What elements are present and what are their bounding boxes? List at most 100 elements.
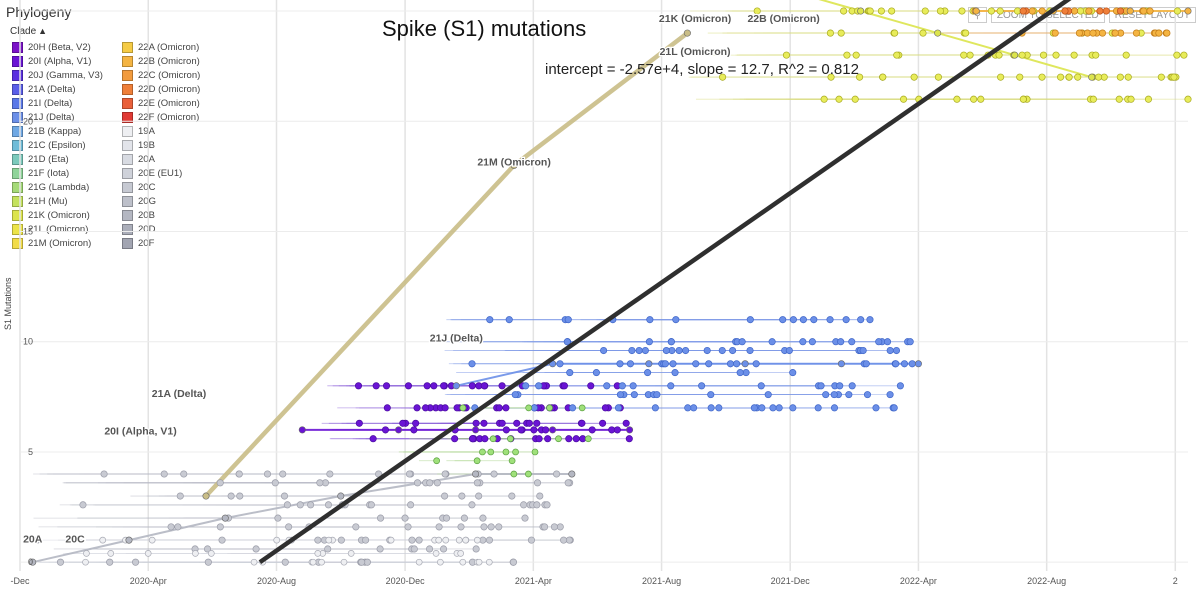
branch-label: 21A (Delta): [152, 388, 206, 400]
legend-item[interactable]: 20D: [122, 222, 155, 236]
tip-point: [560, 536, 568, 544]
tip-point: [314, 550, 322, 557]
legend-item[interactable]: 22F (Omicron): [122, 110, 199, 124]
clade-toggle[interactable]: Clade ▲: [10, 26, 47, 37]
series-point: [298, 426, 306, 434]
tip-point: [626, 360, 634, 368]
tip-point: [512, 448, 519, 456]
tip-point: [563, 338, 571, 346]
legend-swatch: [122, 125, 133, 137]
tip-point: [1116, 73, 1124, 81]
tip-point: [962, 29, 970, 37]
tip-point: [505, 316, 513, 324]
tip-point: [314, 536, 322, 544]
legend-item[interactable]: 22D (Omicron): [122, 82, 200, 96]
legend-item[interactable]: 20J (Gamma, V3): [12, 68, 103, 82]
tip-point: [490, 470, 498, 478]
tip-point: [560, 382, 568, 390]
legend-item[interactable]: 20A: [122, 152, 155, 166]
tip-point: [433, 457, 441, 465]
tip-point: [934, 73, 942, 81]
tip-point: [941, 7, 949, 15]
legend-item[interactable]: 19A: [122, 124, 155, 138]
tip-point: [352, 523, 360, 531]
y-tick-label: 0: [28, 557, 33, 567]
legend-label: 20A: [138, 153, 155, 165]
legend-item[interactable]: 21D (Eta): [12, 152, 69, 166]
tip-point: [644, 369, 652, 377]
legend-item[interactable]: 20H (Beta, V2): [12, 40, 91, 54]
tip-point: [459, 404, 467, 412]
legend-item[interactable]: 21I (Delta): [12, 96, 72, 110]
legend-item[interactable]: 22C (Omicron): [122, 68, 200, 82]
tip-point: [326, 470, 334, 478]
tip-point: [862, 360, 870, 368]
tip-point: [509, 558, 517, 566]
tip-point: [401, 514, 409, 522]
tip-point: [470, 435, 478, 443]
legend-item[interactable]: 21H (Mu): [12, 194, 68, 208]
legend-swatch: [122, 69, 133, 81]
legend-item[interactable]: 20B: [122, 208, 155, 222]
legend-item[interactable]: 19B: [122, 138, 155, 152]
legend-item[interactable]: 21G (Lambda): [12, 180, 89, 194]
tip-point: [565, 536, 573, 544]
tip-point: [564, 338, 572, 346]
legend-item[interactable]: 21F (Iota): [12, 166, 69, 180]
legend-item[interactable]: 20G: [122, 194, 156, 208]
legend-item[interactable]: 21J (Delta): [12, 110, 74, 124]
x-tick-label: 2021-Aug: [642, 576, 681, 586]
tip-point: [207, 550, 215, 557]
tip-point: [320, 536, 329, 544]
tip-point: [566, 479, 574, 487]
tip-point: [122, 536, 129, 544]
reset-layout-button[interactable]: RESET LAYOUT: [1108, 7, 1196, 23]
tip-point: [1155, 29, 1163, 37]
zoom-to-selected-button[interactable]: ZOOM TO SELECTED: [990, 7, 1105, 23]
tip-point: [502, 448, 510, 456]
legend-item[interactable]: 21C (Epsilon): [12, 138, 86, 152]
tip-point: [650, 391, 658, 399]
tip-point: [144, 550, 152, 557]
tip-point: [435, 536, 443, 544]
legend-item[interactable]: 20E (EU1): [122, 166, 182, 180]
tip-point: [837, 338, 845, 346]
tip-point: [609, 316, 617, 324]
tip-point: [908, 360, 916, 368]
legend-item[interactable]: 21A (Delta): [12, 82, 76, 96]
tip-point: [892, 346, 901, 355]
tip-point: [603, 382, 611, 390]
tip-point: [875, 338, 883, 346]
legend-item[interactable]: 21B (Kappa): [12, 124, 81, 138]
legend-item[interactable]: 20I (Alpha, V1): [12, 54, 91, 68]
tip-point: [852, 51, 860, 59]
legend-item[interactable]: 21K (Omicron): [12, 208, 90, 222]
legend-item[interactable]: 22A (Omicron): [122, 40, 199, 54]
tip-point: [781, 346, 789, 355]
tip-point: [1117, 29, 1125, 37]
legend-item[interactable]: 20F: [122, 236, 154, 250]
legend-label: 22C (Omicron): [138, 69, 201, 81]
legend-item[interactable]: 20C: [122, 180, 155, 194]
tip-point: [99, 536, 107, 544]
legend-item[interactable]: 22B (Omicron): [122, 54, 200, 68]
legend-item[interactable]: 21M (Omicron): [12, 236, 91, 250]
tip-point: [1065, 73, 1073, 81]
tip-point: [732, 338, 740, 346]
tip-point: [785, 346, 793, 355]
tip-point: [1108, 29, 1116, 37]
legend-item[interactable]: 22E (Omicron): [122, 96, 200, 110]
tip-point: [899, 95, 908, 103]
tip-point: [338, 501, 346, 509]
tip-point: [1083, 29, 1091, 37]
tip-point: [319, 550, 327, 557]
tip-point: [872, 404, 880, 412]
tip-point: [473, 536, 481, 544]
tip-point: [845, 391, 853, 399]
tip-point: [843, 51, 851, 59]
tip-point: [480, 419, 488, 427]
search-icon[interactable]: ⚲: [967, 7, 987, 23]
legend-item[interactable]: 21L (Omicron): [12, 222, 88, 236]
tip-point: [457, 523, 465, 531]
legend-label: 20H (Beta, V2): [28, 41, 91, 53]
